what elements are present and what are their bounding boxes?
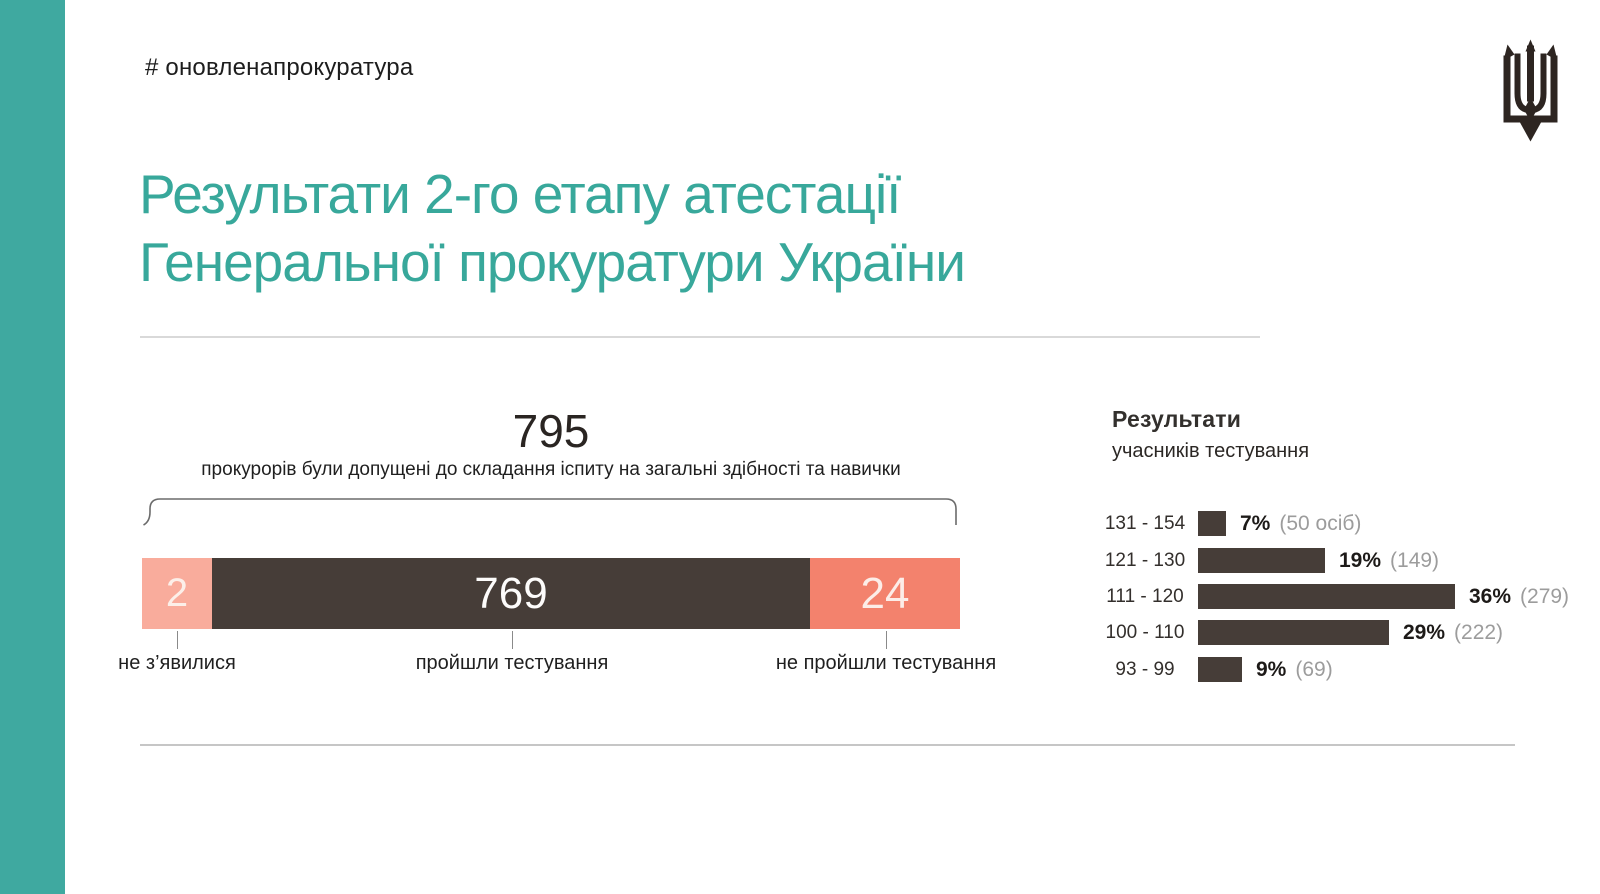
- label-passed: пройшли тестування: [415, 652, 609, 674]
- title-line-2: Генеральної прокуратури України: [139, 231, 966, 293]
- segment-not-appeared: 2: [142, 558, 212, 629]
- result-count: (50 осіб): [1279, 511, 1362, 535]
- result-bar: [1198, 657, 1242, 682]
- score-range: 111 - 120: [1106, 585, 1184, 607]
- result-row-100-110: 100 - 110 29% (222): [1095, 620, 1503, 645]
- label-not-appeared: не з’явилися: [118, 652, 236, 674]
- result-percent: 19%: [1339, 548, 1382, 572]
- result-percent: 36%: [1469, 584, 1512, 608]
- left-accent-bar: [0, 0, 65, 894]
- tick-failed: [886, 631, 887, 649]
- segment-failed: 24: [810, 558, 960, 629]
- result-row-111-120: 111 - 120 36% (279): [1095, 584, 1569, 609]
- result-row-121-130: 121 - 130 19% (149): [1095, 548, 1439, 573]
- result-percent: 29%: [1403, 620, 1446, 644]
- bottom-divider: [140, 744, 1515, 746]
- result-bar: [1198, 620, 1389, 645]
- segment-not-appeared-value: 2: [165, 571, 189, 615]
- result-count: (222): [1454, 620, 1504, 644]
- tick-not-appeared: [177, 631, 178, 649]
- result-row-93-99: 93 - 99 9% (69): [1095, 657, 1333, 682]
- score-range: 93 - 99: [1115, 658, 1175, 680]
- results-title: Результати: [1112, 406, 1242, 432]
- title-line-1: Результати 2-го етапу атестації: [139, 163, 901, 225]
- results-subtitle: учасників тестування: [1112, 440, 1310, 462]
- ukraine-trident-icon: [1503, 39, 1558, 142]
- result-percent: 7%: [1240, 511, 1271, 535]
- segment-passed: 769: [212, 558, 810, 629]
- result-bar: [1198, 548, 1325, 573]
- result-count: (149): [1390, 548, 1440, 572]
- result-bar: [1198, 511, 1226, 536]
- top-divider: [140, 336, 1260, 338]
- bracket-shape: [143, 498, 957, 526]
- segment-failed-value: 24: [860, 568, 910, 618]
- result-count: (69): [1295, 657, 1333, 681]
- hashtag-label: # оновленапрокуратура: [145, 54, 414, 81]
- result-bar: [1198, 584, 1455, 609]
- result-percent: 9%: [1256, 657, 1287, 681]
- stacked-bar-chart: 2 769 24: [142, 558, 960, 629]
- admitted-total-number: 795: [512, 405, 590, 457]
- segment-passed-value: 769: [474, 568, 548, 618]
- score-range: 121 - 130: [1104, 549, 1186, 571]
- score-range: 100 - 110: [1105, 621, 1185, 643]
- score-range: 131 - 154: [1104, 512, 1186, 534]
- tick-passed: [512, 631, 513, 649]
- result-row-131-154: 131 - 154 7% (50 осіб): [1095, 511, 1361, 536]
- page-title: Результати 2-го етапу атестації Генеральн…: [139, 160, 966, 296]
- result-count: (279): [1520, 584, 1570, 608]
- admitted-caption: прокурорів були допущені до складання іс…: [201, 459, 901, 480]
- label-failed: не пройшли тестування: [775, 652, 997, 674]
